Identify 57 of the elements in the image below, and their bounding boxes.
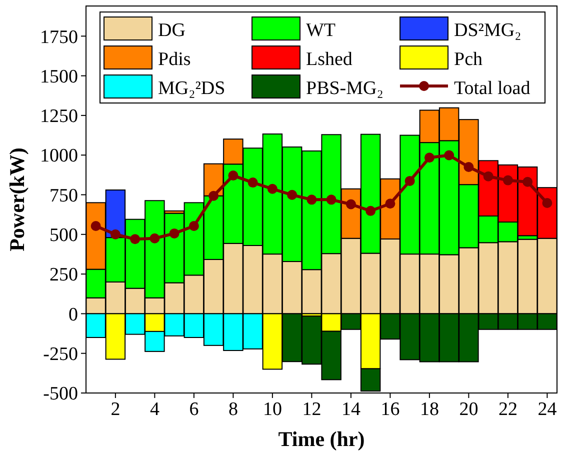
y-tick-label: 1500: [40, 66, 78, 88]
x-tick-label: 8: [228, 399, 238, 420]
point: [385, 198, 396, 209]
y-tick-label: 1750: [40, 26, 78, 48]
point: [169, 228, 180, 238]
point: [542, 198, 552, 208]
legend-label: Total load: [454, 78, 531, 99]
x-tick-label: 4: [150, 399, 160, 420]
y-tick-label: 0: [68, 304, 78, 326]
x-tick-label: 18: [420, 399, 439, 420]
legend-label: Lshed: [306, 49, 353, 70]
point: [90, 220, 101, 231]
legend-label: WT: [306, 20, 336, 41]
x-tick-label: 14: [341, 399, 361, 420]
x-tick-label: 12: [302, 399, 322, 420]
x-axis-title: Time (hr): [278, 427, 365, 451]
y-axis-title: Power(kW): [5, 148, 29, 252]
legend-label: PBS-MG₂: [306, 78, 384, 99]
point: [326, 194, 336, 205]
x-tick-label: 24: [538, 399, 558, 420]
x-tick-label: 10: [262, 399, 282, 420]
point: [483, 171, 494, 182]
x-tick-label: 16: [380, 399, 400, 420]
x-tick-label: 20: [459, 399, 478, 420]
y-tick-label: 250: [50, 264, 78, 286]
point: [306, 194, 317, 205]
legend-label: Pdis: [158, 49, 191, 70]
x-tick-label: 22: [498, 399, 518, 420]
y-tick-label: -500: [43, 384, 78, 405]
y-tick-label: 1250: [40, 106, 78, 128]
point: [502, 175, 513, 186]
legend-label: DG: [158, 20, 186, 41]
point: [404, 176, 415, 186]
point: [267, 184, 278, 194]
x-tick-label: 2: [110, 399, 120, 420]
point: [366, 206, 376, 216]
point: [188, 220, 199, 231]
legend-label: Pch: [454, 49, 483, 70]
point: [248, 178, 258, 188]
point: [287, 190, 298, 200]
y-tick-label: 1000: [40, 146, 78, 167]
point: [208, 190, 219, 201]
y-tick-label: 750: [50, 185, 78, 206]
legend-label: MG₂²DS: [158, 78, 226, 99]
point: [444, 150, 454, 160]
point: [346, 199, 356, 210]
point: [424, 152, 434, 163]
y-tick-label: 500: [50, 225, 78, 246]
point: [464, 162, 474, 172]
point: [130, 234, 140, 244]
point: [228, 170, 238, 181]
point: [110, 229, 120, 240]
y-tick-label: -250: [43, 344, 78, 365]
legend-label: DS²MG₂: [454, 20, 522, 41]
point: [150, 233, 160, 244]
x-tick-label: 6: [189, 399, 199, 420]
point: [522, 176, 533, 187]
